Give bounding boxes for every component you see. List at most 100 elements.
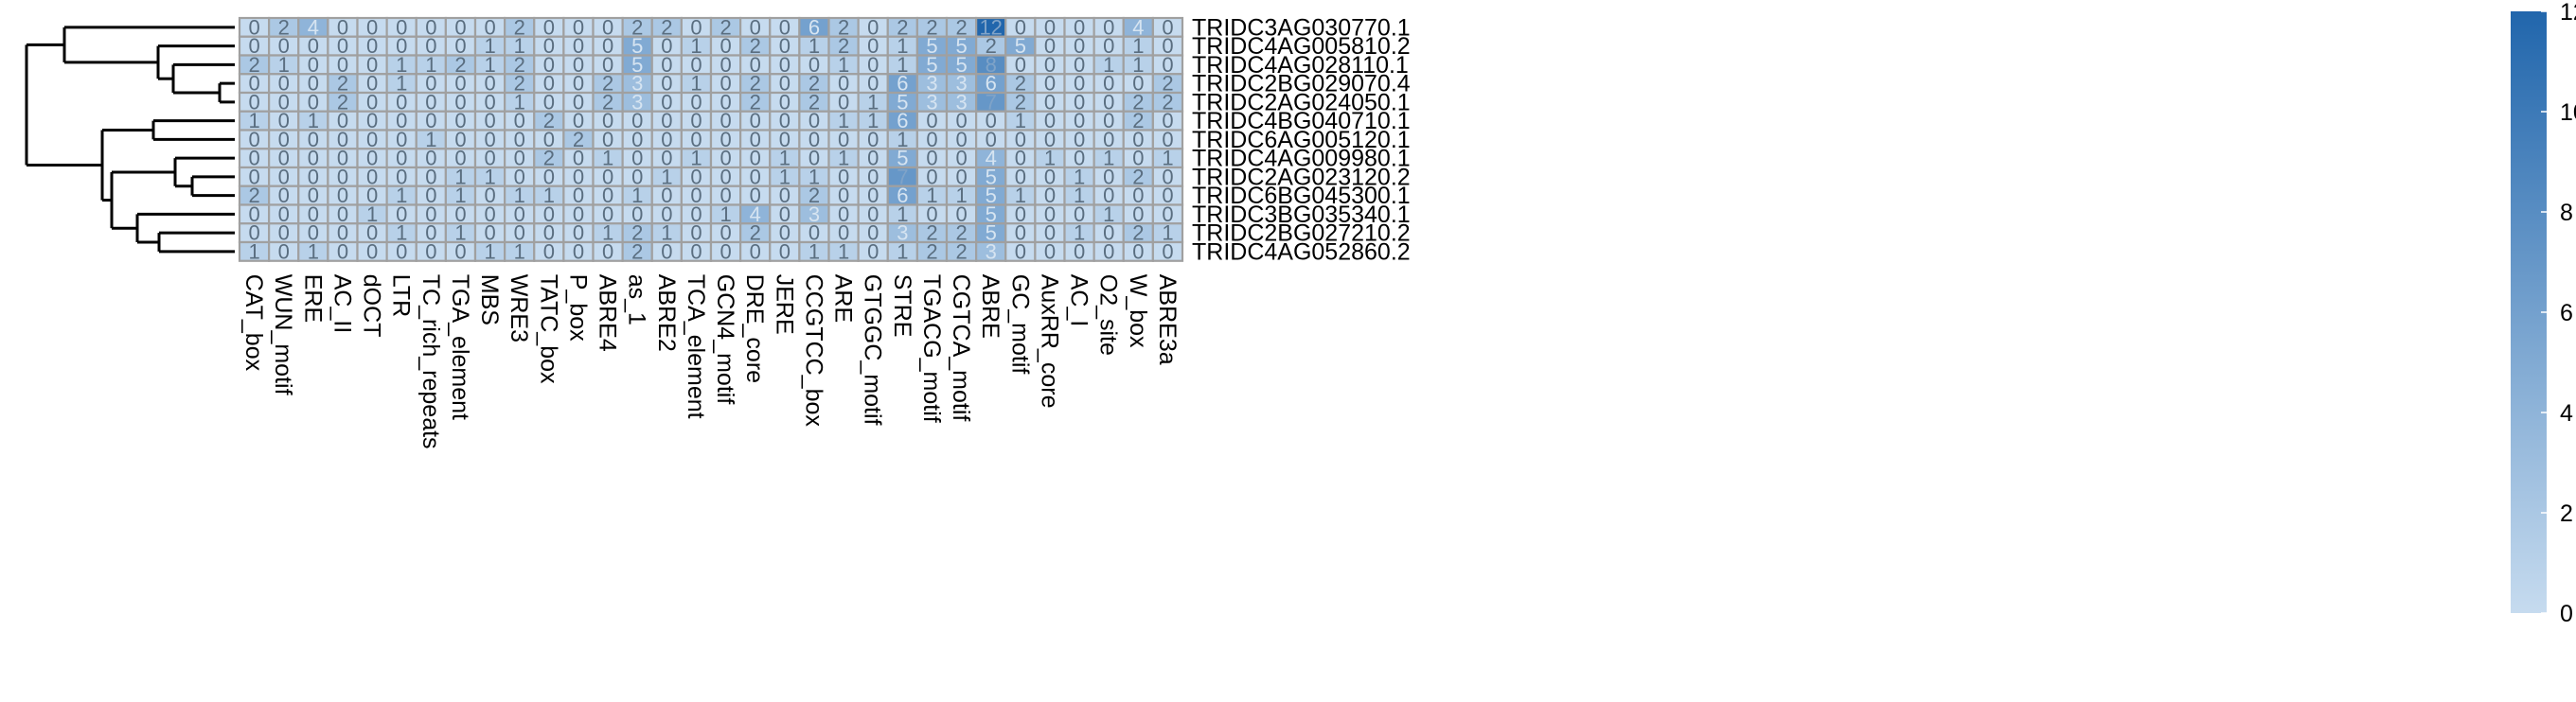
cell-value-label: 2	[926, 15, 937, 39]
cell-value-label: 2	[278, 15, 290, 39]
column-label: WRE3	[506, 274, 532, 342]
column-label: MBS	[476, 274, 503, 325]
cell-value-label: 0	[690, 202, 702, 226]
cell-value-label: 0	[867, 53, 879, 77]
cell-value-label: 0	[602, 34, 613, 58]
cell-value-label: 0	[1074, 34, 1085, 58]
column-label: ABRE4	[595, 274, 621, 352]
cell-value-label: 0	[278, 184, 290, 207]
row-label: TRIDC3BG035340.1	[1192, 202, 1411, 228]
cell-value-label: 3	[955, 72, 967, 96]
row-label: TRIDC6AG005120.1	[1192, 127, 1411, 153]
cell-value-label: 0	[720, 184, 731, 207]
cell-value-label: 0	[308, 184, 319, 207]
cell-value-label: 2	[926, 239, 937, 263]
cell-value-label: 0	[779, 90, 791, 114]
cell-value-label: 1	[808, 34, 820, 58]
column-label: CGTCA_motif	[948, 274, 974, 422]
cell-value-label: 1	[897, 53, 908, 77]
cell-value-label: 0	[955, 202, 967, 226]
cell-value-label: 1	[1132, 53, 1144, 77]
cell-value-label: 0	[337, 109, 348, 132]
cell-value-label: 0	[425, 72, 436, 96]
cell-value-label: 0	[661, 34, 672, 58]
cell-value-label: 0	[278, 202, 290, 226]
cell-value-label: 0	[337, 221, 348, 245]
cell-value-label: 0	[1044, 53, 1056, 77]
cell-value-label: 0	[720, 34, 731, 58]
cell-value-label: 2	[1132, 221, 1144, 245]
cell-value-label: 0	[867, 34, 879, 58]
cell-value-label: 0	[602, 128, 613, 151]
cell-value-label: 1	[1132, 34, 1144, 58]
cell-value-label: 0	[543, 165, 555, 188]
column-label: TGACG_motif	[918, 274, 945, 423]
cell-value-label: 0	[425, 15, 436, 39]
cell-value-label: 0	[1103, 239, 1114, 263]
cell-value-label: 2	[1162, 72, 1173, 96]
cell-value-label: 0	[867, 15, 879, 39]
cell-value-label: 0	[366, 239, 378, 263]
cell-value-label: 0	[1015, 239, 1026, 263]
cell-value-label: 3	[631, 90, 643, 114]
cell-value-label: 6	[897, 72, 908, 96]
cell-value-label: 12	[979, 15, 1002, 39]
cell-value-label: 0	[955, 109, 967, 132]
row-label: TRIDC4AG028110.1	[1192, 52, 1409, 79]
cell-value-label: 0	[808, 147, 820, 170]
cell-value-label: 0	[1015, 53, 1026, 77]
cell-value-label: 0	[838, 202, 849, 226]
cell-value-label: 1	[897, 34, 908, 58]
column-label: STRE	[889, 274, 915, 338]
cell-value-label: 6	[897, 184, 908, 207]
cell-value-label: 0	[337, 147, 348, 170]
column-label: CAT_box	[240, 274, 267, 372]
cell-value-label: 0	[454, 72, 466, 96]
cell-value-label: 5	[986, 184, 997, 207]
cell-value-label: 0	[514, 147, 525, 170]
cell-value-label: 8	[986, 53, 997, 77]
cell-value-label: 0	[396, 109, 407, 132]
cell-value-label: 3	[808, 202, 820, 226]
cell-value-label: 2	[631, 239, 643, 263]
cell-value-label: 0	[1015, 128, 1026, 151]
cell-value-label: 0	[337, 184, 348, 207]
cell-value-label: 1	[897, 239, 908, 263]
cell-value-label: 0	[867, 72, 879, 96]
cell-value-label: 0	[248, 165, 259, 188]
cell-value-label: 0	[573, 34, 584, 58]
cell-value-label: 0	[1162, 128, 1173, 151]
cell-value-label: 0	[779, 221, 791, 245]
cell-value-label: 2	[1162, 90, 1173, 114]
cell-value-label: 1	[1103, 202, 1114, 226]
row-label: TRIDC3AG030770.1	[1192, 14, 1411, 41]
cell-value-label: 0	[720, 128, 731, 151]
cell-value-label: 0	[1074, 109, 1085, 132]
cell-value-label: 1	[690, 34, 702, 58]
cell-value-label: 1	[454, 184, 466, 207]
cell-value-label: 4	[750, 202, 761, 226]
column-label: O2_site	[1095, 274, 1122, 356]
cell-value-label: 0	[986, 128, 997, 151]
cell-value-label: 5	[897, 90, 908, 114]
cell-value-label: 0	[1132, 147, 1144, 170]
cell-value-label: 0	[514, 165, 525, 188]
cell-value-label: 0	[484, 184, 495, 207]
cell-value-label: 0	[278, 165, 290, 188]
cell-value-label: 0	[808, 53, 820, 77]
cell-value-label: 0	[366, 221, 378, 245]
cell-value-label: 0	[867, 147, 879, 170]
column-label: JERE	[771, 274, 797, 335]
cell-value-label: 0	[573, 109, 584, 132]
cell-value-label: 2	[897, 15, 908, 39]
cell-value-label: 5	[986, 221, 997, 245]
cell-value-label: 0	[248, 202, 259, 226]
cell-value-label: 0	[425, 90, 436, 114]
legend-tick-label: 2	[2560, 500, 2573, 527]
cell-value-label: 1	[631, 184, 643, 207]
cell-value-label: 0	[602, 165, 613, 188]
cell-value-label: 0	[1044, 34, 1056, 58]
cell-value-label: 2	[602, 72, 613, 96]
cell-value-label: 3	[926, 90, 937, 114]
cell-value-label: 0	[454, 34, 466, 58]
